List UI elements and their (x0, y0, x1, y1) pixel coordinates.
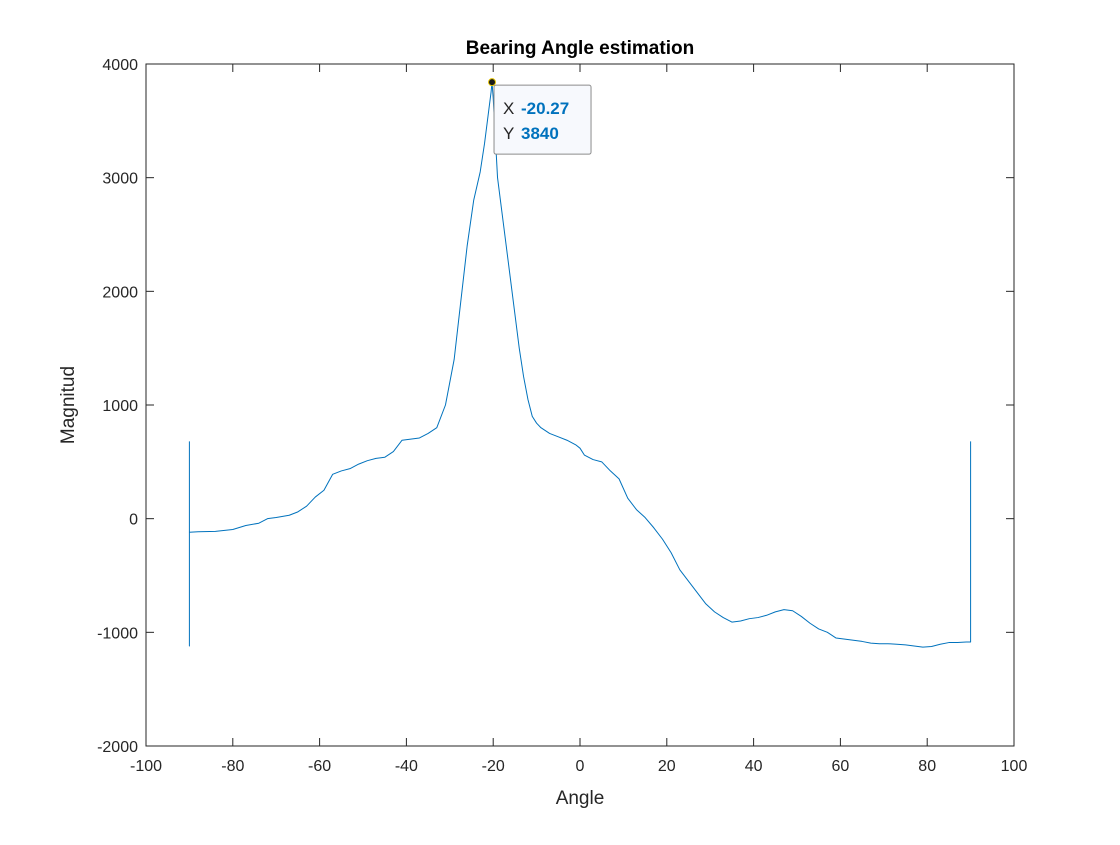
tick-labels: -100 -80 -60 -40 -20 0 20 40 60 80 100 -2000 -1000 0 1… (97, 57, 1027, 775)
datatip-y-key: Y (503, 124, 514, 143)
datatip-x-key: X (503, 99, 514, 118)
x-tick-label: -40 (395, 758, 418, 775)
chart-title: Bearing Angle estimation (466, 38, 694, 59)
x-tick-label: 40 (745, 758, 763, 775)
y-axis-label: Magnitud (58, 366, 79, 444)
x-tick-label: -20 (482, 758, 505, 775)
y-tick-label: 3000 (102, 171, 138, 188)
x-tick-label: -80 (221, 758, 244, 775)
x-tick-label: 20 (658, 758, 676, 775)
x-tick-label: 100 (1001, 758, 1028, 775)
datatip-box (493, 84, 592, 155)
datatip-marker (488, 78, 497, 87)
x-tick-label: -60 (308, 758, 331, 775)
y-tick-label: 1000 (102, 398, 138, 415)
y-tick-label: 0 (129, 512, 138, 529)
series-line[interactable] (188, 81, 972, 648)
datatip-x-value: -20.27 (521, 99, 569, 118)
y-tick-label: 2000 (102, 284, 138, 301)
x-tick-label: 0 (576, 758, 585, 775)
x-axis-label: Angle (556, 788, 605, 809)
x-tick-label: -100 (130, 758, 162, 775)
y-tick-label: 4000 (102, 57, 138, 74)
y-tick-label: -1000 (97, 625, 138, 642)
datatip[interactable]: X -20.27 Y 3840 (488, 78, 592, 155)
axes-box (145, 63, 1015, 747)
x-tick-label: 80 (918, 758, 936, 775)
plot-area[interactable] (146, 64, 1014, 746)
y-tick-label: -2000 (97, 739, 138, 756)
x-tick-label: 60 (832, 758, 850, 775)
datatip-y-value: 3840 (521, 124, 559, 143)
